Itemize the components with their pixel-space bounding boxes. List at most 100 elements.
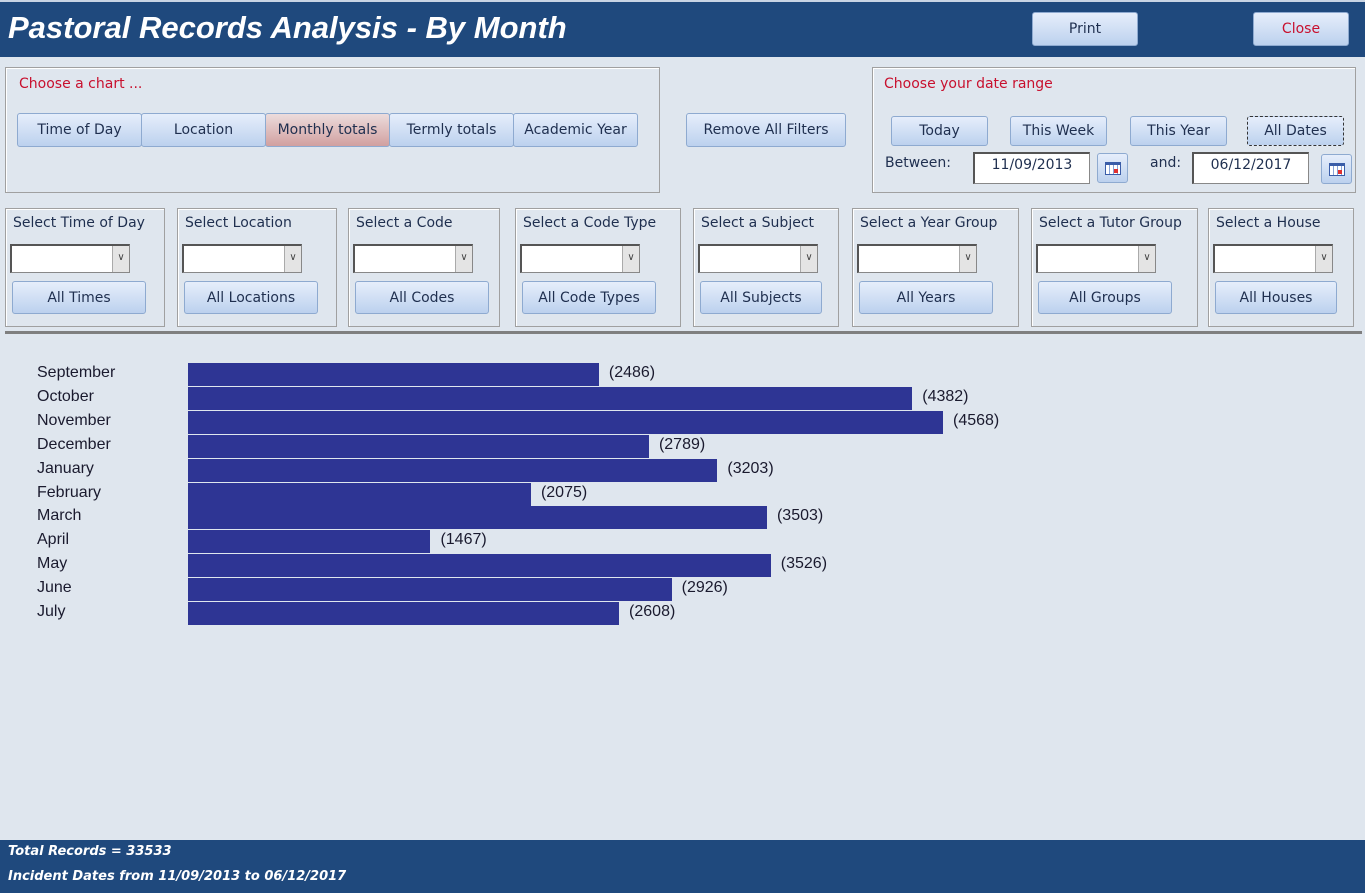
chart-chooser-panel: Choose a chart ... <box>5 67 660 193</box>
date-button-today[interactable]: Today <box>891 116 988 146</box>
filter-button-all-times[interactable]: All Times <box>12 281 146 314</box>
filter-button-all-houses[interactable]: All Houses <box>1215 281 1337 314</box>
filter-dropdown[interactable]: ∨ <box>10 244 130 273</box>
category-label: December <box>37 435 111 453</box>
bar-january <box>188 458 718 482</box>
chevron-down-icon[interactable]: ∨ <box>1315 246 1332 272</box>
and-label: and: <box>1150 155 1182 171</box>
filter-panel-select-a-code-type <box>515 208 681 327</box>
date-button-all-dates[interactable]: All Dates <box>1247 116 1344 146</box>
filter-button-all-code-types[interactable]: All Code Types <box>522 281 656 314</box>
category-label: January <box>37 459 94 477</box>
filter-dropdown[interactable]: ∨ <box>1213 244 1333 273</box>
incident-dates: Incident Dates from 11/09/2013 to 06/12/… <box>8 869 347 884</box>
divider <box>5 331 1362 334</box>
chart-button-time-of-day[interactable]: Time of Day <box>17 113 142 147</box>
end-date-input[interactable]: 06/12/2017 <box>1192 152 1309 184</box>
filter-panel-select-a-year-group <box>852 208 1019 327</box>
header-bar: Pastoral Records Analysis - By Month Pri… <box>0 0 1365 57</box>
category-label: May <box>37 555 68 573</box>
category-label: October <box>37 387 94 405</box>
chevron-down-icon[interactable]: ∨ <box>959 246 976 272</box>
bar-december <box>188 434 649 458</box>
data-label: (2789) <box>658 435 706 453</box>
filter-button-all-codes[interactable]: All Codes <box>355 281 489 314</box>
category-label: September <box>37 364 116 381</box>
filter-dropdown[interactable]: ∨ <box>857 244 977 273</box>
bar-march <box>188 506 767 530</box>
bar-june <box>188 578 672 602</box>
data-label: (4568) <box>953 411 1000 429</box>
chevron-down-icon[interactable]: ∨ <box>800 246 817 272</box>
bar-september <box>188 363 599 386</box>
filter-dropdown[interactable]: ∨ <box>698 244 818 273</box>
chart-button-termly-totals[interactable]: Termly totals <box>389 113 514 147</box>
bar-july <box>188 602 620 625</box>
bar-november <box>188 410 943 434</box>
filter-panel-select-a-tutor-group <box>1031 208 1198 327</box>
date-button-this-week[interactable]: This Week <box>1010 116 1107 146</box>
date-range-label: Choose your date range <box>884 76 1053 92</box>
chart-button-monthly-totals[interactable]: Monthly totals <box>265 113 390 147</box>
chevron-down-icon[interactable]: ∨ <box>284 246 301 272</box>
filter-button-all-locations[interactable]: All Locations <box>184 281 318 314</box>
between-label: Between: <box>885 155 951 171</box>
chevron-down-icon[interactable]: ∨ <box>112 246 129 272</box>
category-label: June <box>37 579 72 597</box>
data-label: (3503) <box>776 507 824 525</box>
data-label: (2926) <box>681 579 728 597</box>
chevron-down-icon[interactable]: ∨ <box>1138 246 1155 272</box>
filter-button-all-years[interactable]: All Years <box>859 281 993 314</box>
data-label: (2608) <box>629 603 676 620</box>
filter-label: Select Time of Day <box>13 215 145 231</box>
filter-dropdown[interactable]: ∨ <box>353 244 473 273</box>
filter-dropdown[interactable]: ∨ <box>520 244 640 273</box>
filter-panel-select-a-house <box>1208 208 1354 327</box>
chart-button-location[interactable]: Location <box>141 113 266 147</box>
data-label: (3203) <box>727 459 774 477</box>
total-records: Total Records = 33533 <box>8 844 172 859</box>
bar-february <box>188 482 531 506</box>
category-label: March <box>37 507 82 525</box>
chart-chooser-label: Choose a chart ... <box>19 76 143 92</box>
filter-label: Select a House <box>1216 215 1321 231</box>
bar-october <box>188 386 913 410</box>
filter-label: Select Location <box>185 215 292 231</box>
filter-button-all-groups[interactable]: All Groups <box>1038 281 1172 314</box>
filter-label: Select a Tutor Group <box>1039 215 1182 231</box>
print-button[interactable]: Print <box>1032 12 1138 46</box>
footer-bar: Total Records = 33533 Incident Dates fro… <box>0 840 1365 893</box>
date-button-this-year[interactable]: This Year <box>1130 116 1227 146</box>
filter-panel-select-a-code <box>348 208 500 327</box>
data-label: (2075) <box>540 483 588 501</box>
remove-all-filters-button[interactable]: Remove All Filters <box>686 113 846 147</box>
calendar-icon[interactable] <box>1097 153 1128 183</box>
date-range-panel: Choose your date range <box>872 67 1356 193</box>
data-label: (4382) <box>922 387 969 405</box>
filter-panel-select-a-subject <box>693 208 839 327</box>
chart-button-academic-year[interactable]: Academic Year <box>513 113 638 147</box>
data-label: (2486) <box>608 364 656 381</box>
filter-dropdown[interactable]: ∨ <box>182 244 302 273</box>
page-title: Pastoral Records Analysis - By Month <box>8 10 567 45</box>
chevron-down-icon[interactable]: ∨ <box>455 246 472 272</box>
filter-label: Select a Subject <box>701 215 815 231</box>
filter-panel-select-time-of-day <box>5 208 165 327</box>
close-button[interactable]: Close <box>1253 12 1349 46</box>
filter-button-all-subjects[interactable]: All Subjects <box>700 281 822 314</box>
data-label: (3526) <box>780 555 828 573</box>
bar-may <box>188 554 771 578</box>
bar-april <box>188 530 431 554</box>
category-label: November <box>37 411 111 429</box>
category-label: July <box>37 603 66 620</box>
filter-label: Select a Code <box>356 215 453 231</box>
filter-dropdown[interactable]: ∨ <box>1036 244 1156 273</box>
start-date-input[interactable]: 11/09/2013 <box>973 152 1090 184</box>
category-label: February <box>37 483 102 501</box>
filter-label: Select a Year Group <box>860 215 998 231</box>
filter-label: Select a Code Type <box>523 215 657 231</box>
data-label: (1467) <box>440 531 487 549</box>
filter-panel-select-location <box>177 208 337 327</box>
chevron-down-icon[interactable]: ∨ <box>622 246 639 272</box>
calendar-icon[interactable] <box>1321 154 1352 184</box>
